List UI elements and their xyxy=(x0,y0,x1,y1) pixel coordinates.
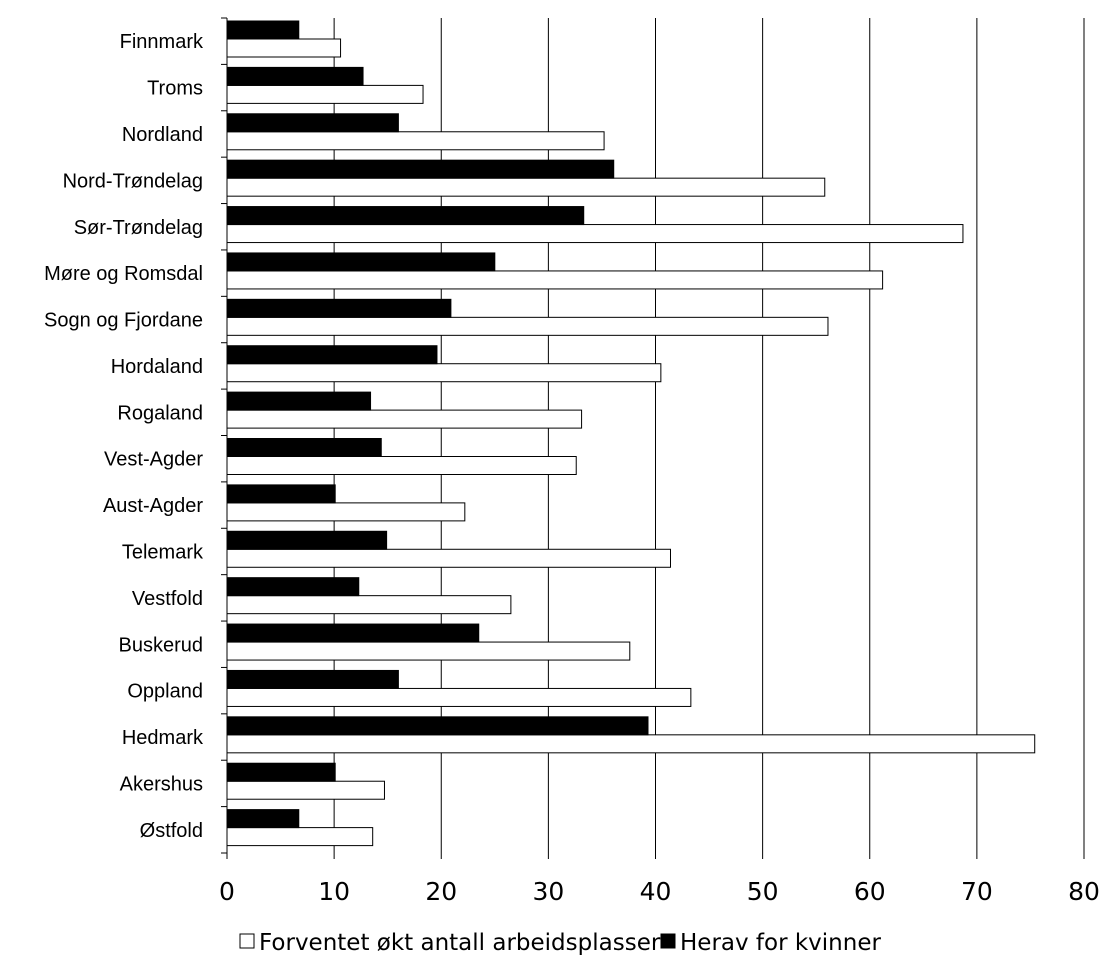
category-label: Østfold xyxy=(140,820,203,842)
bar-total xyxy=(226,38,342,58)
bar-women xyxy=(226,809,300,829)
x-tick-label: 80 xyxy=(1068,877,1100,906)
bar-total xyxy=(226,687,692,707)
bar-total xyxy=(226,595,512,615)
bar-women xyxy=(226,345,438,365)
bar-women xyxy=(226,113,399,133)
category-label: Troms xyxy=(147,78,203,100)
bar-women xyxy=(226,716,649,736)
category-label: Aust-Agder xyxy=(103,495,203,517)
category-label: Telemark xyxy=(122,541,204,563)
category-label: Nordland xyxy=(122,124,203,146)
category-label: Møre og Romsdal xyxy=(44,263,203,285)
category-label: Hordaland xyxy=(111,356,203,378)
category-label: Sør-Trøndelag xyxy=(74,217,203,239)
bar-total xyxy=(226,131,605,151)
bar-women xyxy=(226,623,480,643)
legend-label-women: Herav for kvinner xyxy=(680,930,881,956)
bars xyxy=(226,20,1036,847)
bar-women xyxy=(226,762,336,782)
legend-label-total: Forventet økt antall arbeidsplasser xyxy=(259,930,661,956)
x-tick-label: 60 xyxy=(854,877,886,906)
x-tick-labels: 0 10 20 30 40 50 60 70 80 xyxy=(219,877,1100,906)
category-label: Rogaland xyxy=(117,402,203,424)
bar-women xyxy=(226,484,336,504)
bar-women xyxy=(226,159,615,179)
category-label: Hedmark xyxy=(122,727,204,749)
bar-total xyxy=(226,780,385,800)
legend-swatch-total xyxy=(239,933,255,949)
category-label: Nord-Trøndelag xyxy=(63,170,203,192)
category-label: Finnmark xyxy=(120,31,204,53)
bar-total xyxy=(226,548,671,568)
bar-women xyxy=(226,391,372,411)
bar-women xyxy=(226,577,360,597)
x-tick-label: 30 xyxy=(532,877,564,906)
grid-lines xyxy=(221,17,1085,859)
bar-total xyxy=(226,827,374,847)
bar-total xyxy=(226,177,826,197)
bar-total xyxy=(226,456,577,475)
category-label: Vestfold xyxy=(132,588,203,610)
bar-women xyxy=(226,66,364,86)
legend-swatch-women xyxy=(660,933,676,949)
bar-total xyxy=(226,409,583,429)
category-label: Oppland xyxy=(127,681,203,703)
bar-total xyxy=(226,224,964,244)
x-tick-label: 40 xyxy=(640,877,672,906)
x-tick-label: 20 xyxy=(425,877,457,906)
bar-women xyxy=(226,20,300,40)
bar-women xyxy=(226,298,452,318)
bar-total xyxy=(226,84,424,104)
bar-total xyxy=(226,316,829,336)
bar-women xyxy=(226,530,388,550)
bar-total xyxy=(226,363,662,383)
category-label: Akershus xyxy=(120,773,203,795)
legend: Forventet økt antall arbeidsplasser Herav… xyxy=(239,930,881,956)
x-tick-label: 70 xyxy=(961,877,993,906)
category-label: Sogn og Fjordane xyxy=(44,310,203,332)
bar-total xyxy=(226,502,466,522)
bar-women xyxy=(226,438,382,457)
x-tick-label: 0 xyxy=(219,877,235,906)
bar-total xyxy=(226,734,1036,754)
bar-total xyxy=(226,270,884,290)
bar-women xyxy=(226,669,399,689)
bar-women xyxy=(226,206,585,226)
category-label: Vest-Agder xyxy=(104,449,203,471)
bar-total xyxy=(226,641,631,661)
category-labels: Østfold Akershus Hedmark Oppland Buskerud Ves… xyxy=(44,31,204,842)
x-tick-label: 50 xyxy=(747,877,779,906)
bar-women xyxy=(226,252,496,272)
x-tick-label: 10 xyxy=(318,877,350,906)
category-label: Buskerud xyxy=(119,634,204,656)
